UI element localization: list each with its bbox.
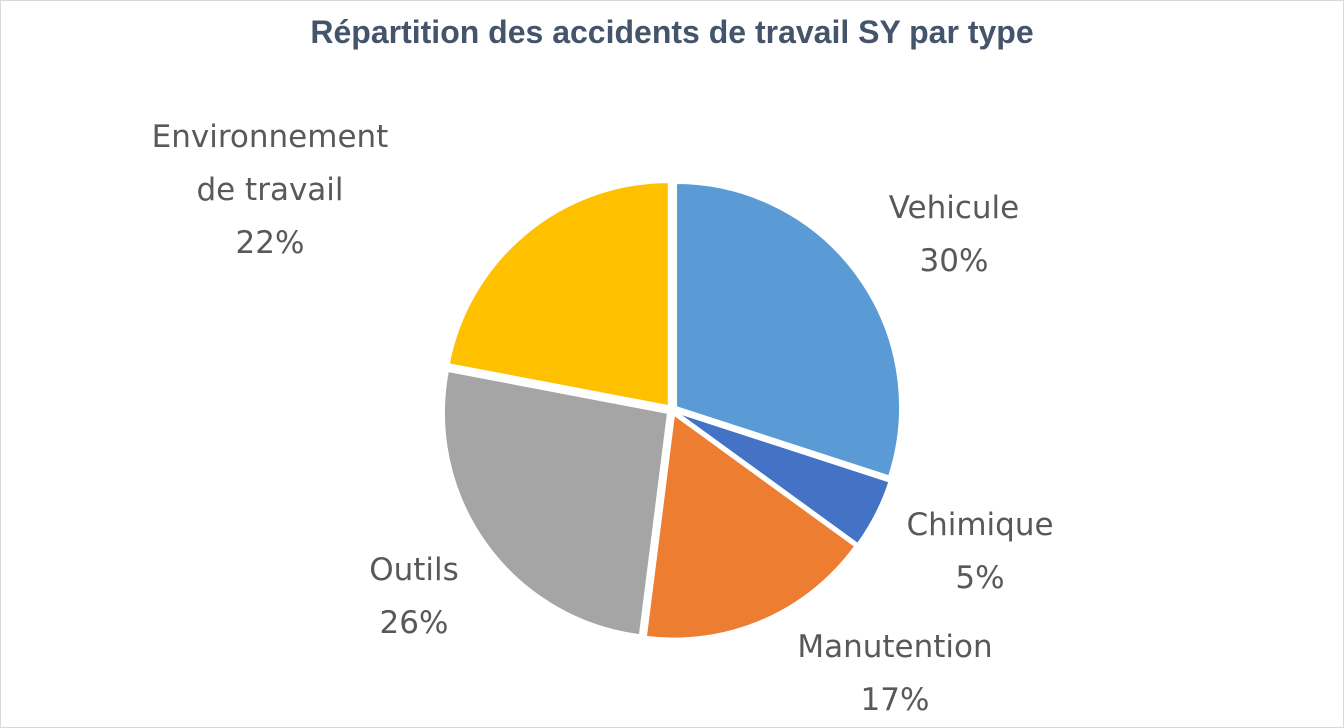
data-label: Outils 26%: [369, 552, 459, 641]
chart-title: Répartition des accidents de travail SY …: [310, 14, 1034, 50]
pie-labels: Vehicule 30% Chimique 5% Manutention 17% Outil…: [152, 119, 1054, 718]
data-label: Chimique 5%: [906, 507, 1053, 596]
pie-slice-outils: [443, 369, 670, 637]
pie-slices: [443, 181, 902, 640]
data-label: Manutention 17%: [797, 629, 992, 718]
data-label: Vehicule 30%: [889, 190, 1020, 279]
pie-slice-environnement-de-travail: [447, 181, 670, 408]
pie-slice-chimique: [675, 411, 891, 546]
pie-slice-manutention: [644, 412, 857, 640]
pie-slice-vehicule: [675, 182, 902, 478]
data-label: Environnement de travail 22%: [152, 119, 389, 261]
